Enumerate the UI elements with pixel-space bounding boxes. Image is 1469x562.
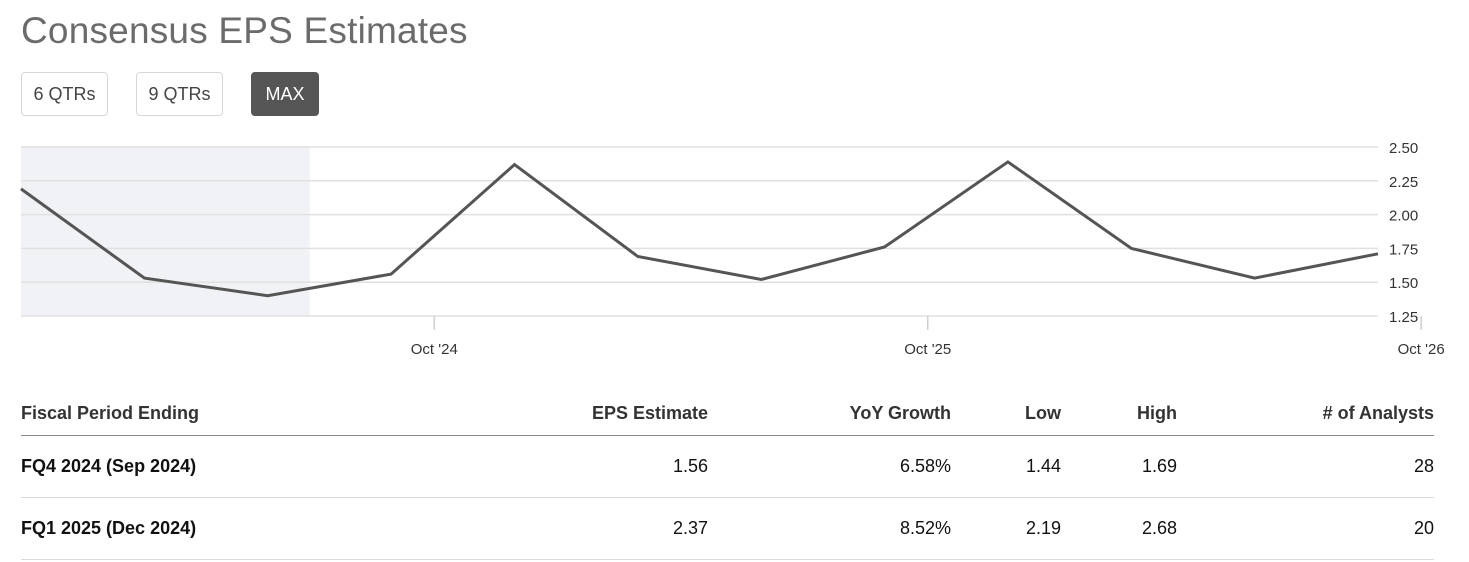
x-tick-label: Oct '25 <box>904 341 951 358</box>
eps-data-point[interactable] <box>262 290 274 302</box>
eps-data-point[interactable] <box>385 268 397 280</box>
header-analysts[interactable]: # of Analysts <box>1177 392 1434 436</box>
range-max-button[interactable]: MAX <box>251 72 319 116</box>
eps-data-point[interactable] <box>632 251 644 263</box>
cell-yoy: 6.58% <box>708 435 951 498</box>
eps-data-point[interactable] <box>1002 156 1014 168</box>
y-tick-label: 2.50 <box>1389 140 1418 157</box>
header-low[interactable]: Low <box>951 392 1061 436</box>
eps-data-point[interactable] <box>755 273 767 285</box>
cell-analysts: 28 <box>1177 435 1434 498</box>
eps-series-line <box>20 160 1379 298</box>
cell-period: FQ1 2025 (Dec 2024) <box>21 497 491 560</box>
y-tick-label: 2.25 <box>1389 174 1418 191</box>
page-title: Consensus EPS Estimates <box>21 10 468 51</box>
eps-data-point[interactable] <box>1125 242 1137 254</box>
cell-eps: 2.37 <box>491 497 708 560</box>
cell-high: 1.69 <box>1061 435 1177 498</box>
eps-data-point[interactable] <box>138 272 150 284</box>
cell-analysts: 20 <box>1177 497 1434 560</box>
cell-low: 2.19 <box>951 497 1061 560</box>
x-tick-label: Oct '24 <box>411 341 458 358</box>
y-tick-label: 1.75 <box>1389 241 1418 258</box>
x-tick-label: Oct '26 <box>1398 341 1445 358</box>
header-fiscal-period[interactable]: Fiscal Period Ending <box>21 392 491 436</box>
range-9-qtrs-button[interactable]: 9 QTRs <box>136 72 223 116</box>
eps-data-point[interactable] <box>508 159 520 171</box>
cell-period: FQ4 2024 (Sep 2024) <box>21 435 491 498</box>
header-high[interactable]: High <box>1061 392 1177 436</box>
eps-data-point[interactable] <box>879 241 891 253</box>
range-6-qtrs-button[interactable]: 6 QTRs <box>21 72 108 116</box>
table-row: FQ4 2024 (Sep 2024) 1.56 6.58% 1.44 1.69… <box>21 435 1434 498</box>
header-eps-estimate[interactable]: EPS Estimate <box>491 392 708 436</box>
cell-yoy: 8.52% <box>708 497 951 560</box>
eps-estimates-table: Fiscal Period Ending EPS Estimate YoY Gr… <box>21 392 1434 560</box>
eps-data-point[interactable] <box>1372 248 1384 260</box>
y-tick-label: 2.00 <box>1389 208 1418 225</box>
cell-low: 1.44 <box>951 435 1061 498</box>
eps-line-chart: 2.50 2.25 2.00 1.75 1.50 1.25 Oct '24 Oct '25 Oc… <box>15 140 1445 358</box>
header-yoy-growth[interactable]: YoY Growth <box>708 392 951 436</box>
y-tick-label: 1.50 <box>1389 275 1418 292</box>
cell-high: 2.68 <box>1061 497 1177 560</box>
table-row: FQ1 2025 (Dec 2024) 2.37 8.52% 2.19 2.68… <box>21 497 1434 560</box>
eps-data-point[interactable] <box>15 183 27 195</box>
y-tick-label: 1.25 <box>1389 309 1418 326</box>
cell-eps: 1.56 <box>491 435 708 498</box>
eps-data-point[interactable] <box>1249 272 1261 284</box>
historical-period-shade <box>21 147 310 316</box>
table-header-row: Fiscal Period Ending EPS Estimate YoY Gr… <box>21 392 1434 436</box>
